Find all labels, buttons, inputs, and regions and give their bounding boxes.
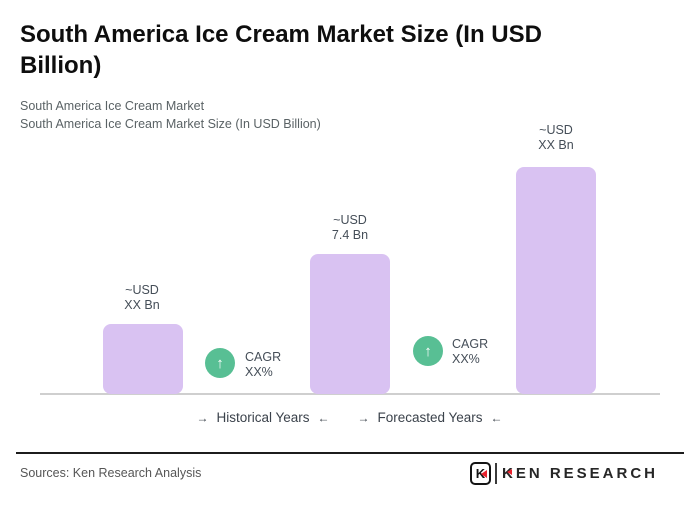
bar-value-label: ~USD XX Bn	[124, 283, 160, 312]
footer-divider	[16, 452, 684, 454]
right-arrow-icon: →	[357, 411, 370, 425]
up-arrow-icon: ↑	[424, 342, 432, 360]
axis-group-forecasted-label: Forecasted Years	[377, 410, 483, 425]
cagr-badge-2: ↑	[413, 336, 443, 366]
bar-historical-end	[310, 254, 390, 394]
bar-historical-start	[103, 324, 183, 394]
subtitle-line-2: South America Ice Cream Market Size (In …	[20, 117, 321, 131]
up-arrow-icon: ↑	[216, 354, 224, 372]
ken-logo-wordmark: KEN RESEARCH	[501, 464, 658, 482]
bar-value-label: ~USD XX Bn	[538, 123, 574, 152]
emblem-letter: K	[475, 465, 486, 481]
left-arrow-icon: ←	[317, 411, 330, 425]
subtitle-block: South America Ice Cream Market South Ame…	[20, 97, 321, 133]
subtitle-line-1: South America Ice Cream Market	[20, 99, 205, 113]
right-arrow-icon: →	[196, 411, 209, 425]
left-arrow-icon: ←	[490, 411, 503, 425]
bar-value-label: ~USD 7.4 Bn	[331, 213, 369, 242]
red-wedge-icon	[480, 469, 487, 478]
x-axis-line	[40, 393, 660, 395]
axis-group-historical-label: Historical Years	[216, 410, 310, 425]
sources-text: Sources: Ken Research Analysis	[20, 466, 202, 480]
ken-research-logo: K KEN RESEARCH	[469, 461, 658, 485]
ken-logo-text: KEN RESEARCH	[502, 465, 658, 482]
page-title: South America Ice Cream Market Size (In …	[20, 21, 542, 79]
axis-group-forecasted: → Forecasted Years ←	[330, 410, 530, 425]
axis-group-historical: → Historical Years ←	[163, 410, 363, 425]
red-wedge-icon	[506, 469, 512, 475]
cagr-badge-1: ↑	[205, 348, 235, 378]
cagr-text-1: CAGR XX%	[245, 350, 282, 379]
bar-forecast-end	[516, 167, 596, 394]
cagr-text-2: CAGR XX%	[452, 337, 489, 366]
ken-logo-emblem: K	[469, 461, 491, 485]
logo-separator	[494, 462, 497, 484]
